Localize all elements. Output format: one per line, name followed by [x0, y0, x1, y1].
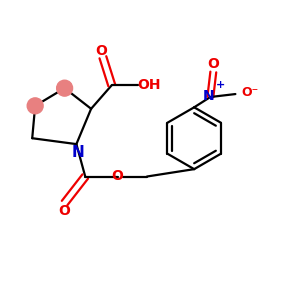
- Text: +: +: [216, 80, 225, 90]
- Text: O: O: [59, 204, 70, 218]
- Text: OH: OH: [137, 78, 160, 92]
- Text: N: N: [203, 88, 215, 103]
- Text: O: O: [207, 57, 219, 71]
- Text: N: N: [71, 145, 84, 160]
- Circle shape: [57, 80, 73, 96]
- Text: O: O: [112, 169, 124, 184]
- Circle shape: [27, 98, 43, 114]
- Text: O: O: [95, 44, 107, 58]
- Text: O⁻: O⁻: [241, 86, 258, 99]
